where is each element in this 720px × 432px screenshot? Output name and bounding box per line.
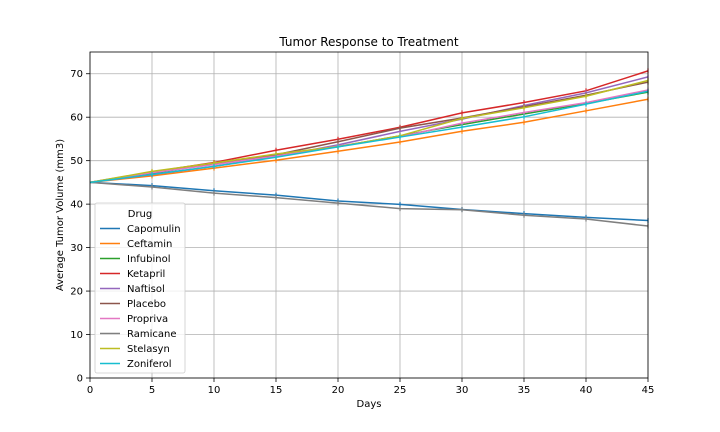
x-tick-label: 20: [332, 385, 345, 396]
y-ticks: 0 10 20 30 40 50 60 70: [70, 69, 90, 385]
x-tick-label: 5: [149, 385, 155, 396]
y-tick-label: 10: [70, 330, 83, 341]
x-tick-label: 10: [208, 385, 221, 396]
legend-label-placebo: Placebo: [127, 299, 166, 310]
legend-label-capomulin: Capomulin: [127, 224, 181, 235]
series-line-ketapril: [89, 70, 649, 184]
legend-items: Capomulin Ceftamin Infubinol Ketapril Naftis…: [100, 224, 181, 370]
series-line-ramicane: [89, 181, 649, 227]
series-lines: [89, 68, 649, 229]
y-tick-label: 30: [70, 243, 83, 254]
y-tick-label: 0: [77, 374, 83, 385]
legend-label-stelasyn: Stelasyn: [127, 344, 170, 355]
plot-frame: [89, 51, 649, 379]
x-tick-label: 45: [642, 385, 655, 396]
legend-box: [94, 202, 186, 374]
legend-label-infubinol: Infubinol: [127, 254, 171, 265]
x-ticks: 0 5 10 15 20 25 30 35 40 45: [87, 378, 655, 396]
series-line-stelasyn: [89, 79, 649, 184]
legend-label-ceftamin: Ceftamin: [127, 239, 172, 250]
y-tick-label: 40: [70, 200, 83, 211]
series-line-ceftamin: [89, 98, 649, 184]
legend-label-propriva: Propriva: [127, 314, 168, 325]
x-axis-label: Days: [357, 399, 382, 410]
chart-title: Tumor Response to Treatment: [278, 35, 459, 49]
legend-label-naftisol: Naftisol: [127, 284, 165, 295]
x-tick-label: 40: [580, 385, 593, 396]
y-tick-label: 70: [70, 69, 83, 80]
y-axis-label: Average Tumor Volume (mm3): [55, 139, 66, 291]
x-tick-label: 15: [270, 385, 283, 396]
legend-label-zoniferol: Zoniferol: [127, 359, 172, 370]
x-tick-label: 35: [518, 385, 531, 396]
legend-title: Drug: [128, 209, 153, 220]
series-line-naftisol: [89, 76, 649, 184]
legend-label-ketapril: Ketapril: [127, 269, 165, 280]
y-tick-label: 60: [70, 113, 83, 124]
legend: Drug Capomulin Ceftamin Infubinol Ketapril N…: [94, 202, 186, 374]
x-tick-label: 0: [87, 385, 93, 396]
series-line-zoniferol: [89, 90, 649, 184]
y-tick-label: 20: [70, 287, 83, 298]
legend-label-ramicane: Ramicane: [127, 329, 177, 340]
series-line-capomulin: [89, 181, 649, 222]
y-tick-label: 50: [70, 156, 83, 167]
x-tick-label: 25: [394, 385, 407, 396]
x-tick-label: 30: [456, 385, 469, 396]
